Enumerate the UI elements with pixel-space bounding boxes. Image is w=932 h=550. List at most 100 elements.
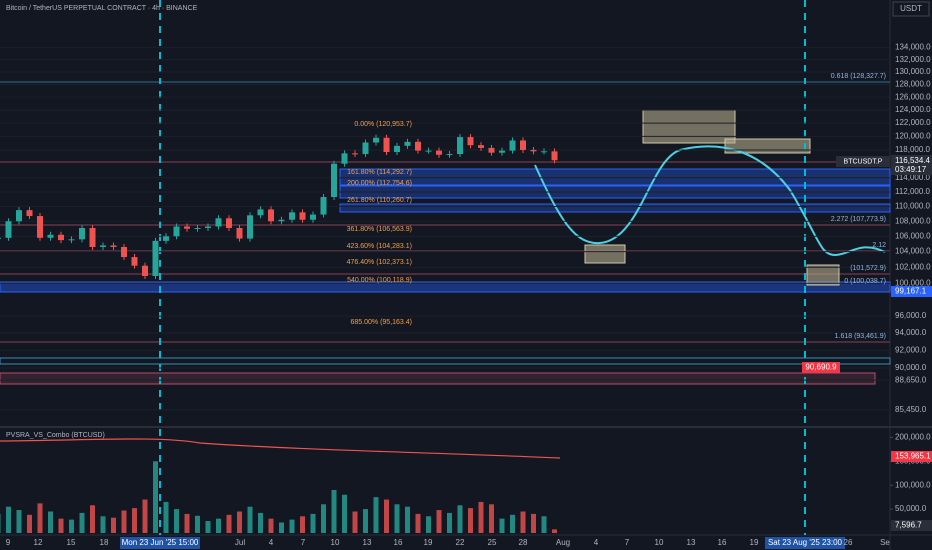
red-level: 90,690.9 [805, 363, 837, 372]
volume-bar [174, 509, 179, 533]
volume-ma [0, 438, 561, 459]
volume-bar [100, 516, 106, 533]
candle [320, 197, 327, 215]
y-tick-label: 94,000.0 [895, 328, 927, 337]
volume-tick-label: 100,000.0 [895, 480, 931, 489]
y-tick-label: 96,000.0 [895, 311, 927, 320]
blue-level: 99,167.1 [895, 287, 927, 296]
demand-zone [0, 281, 891, 293]
x-tick-label: Se [880, 538, 890, 547]
candle [331, 163, 337, 198]
y-tick-label: 130,000.0 [895, 67, 931, 76]
candle [5, 221, 12, 238]
demand-zone [339, 203, 891, 213]
candle [530, 149, 537, 152]
volume-bar [184, 513, 190, 533]
candle [194, 227, 201, 229]
y-tick-label: 106,000.0 [895, 231, 931, 240]
crosshair-time-tag [765, 537, 845, 549]
y-tick-label: 118,000.0 [895, 145, 931, 154]
candle [341, 153, 348, 164]
volume-bar [499, 518, 505, 533]
candle [131, 257, 138, 266]
candle [541, 151, 547, 153]
y-tick-label: 92,000.0 [895, 345, 927, 354]
volume-bar [153, 461, 158, 533]
x-tick-label: 12 [34, 538, 43, 547]
x-tick-label: 7 [625, 538, 630, 547]
x-tick-label: 9 [6, 538, 11, 547]
candle [100, 245, 106, 247]
target-box [642, 109, 736, 144]
volume-bar [142, 499, 148, 533]
fib-label: 0.00% (120,953.7) [354, 121, 412, 128]
candle [509, 140, 516, 151]
y-tick-label: 90,000.0 [895, 363, 927, 372]
fib-label: 476.40% (102,373.1) [347, 259, 412, 266]
zones [0, 0, 891, 535]
y-tick-label: 100,000.0 [895, 278, 931, 287]
volume-bar [37, 503, 43, 533]
volume-tick-label: 50,000.0 [895, 504, 927, 513]
volume-bar [457, 505, 463, 533]
volume-bar [405, 506, 410, 533]
volume-bar [384, 499, 389, 533]
target-box [806, 264, 840, 286]
x-tick-label: 19 [750, 538, 759, 547]
x-tick-label: Mon 23 Jun '25 15:00 [122, 538, 199, 547]
volume-bar [520, 511, 526, 533]
volume-bar [342, 494, 347, 533]
crosshair-time-tag [120, 537, 200, 549]
y-tick-label: 128,000.0 [895, 80, 931, 89]
last-price-tag [891, 155, 932, 175]
symbol-header: Bitcoin / TetherUS PERPETUAL CONTRACT · … [6, 5, 198, 12]
candle [110, 245, 117, 247]
currency-button[interactable] [892, 1, 930, 17]
volume-bar [289, 519, 295, 533]
volume-bar [552, 529, 557, 533]
candle [79, 227, 85, 240]
candle [37, 216, 43, 238]
volume-bar [331, 489, 337, 533]
candle [257, 209, 264, 216]
candle [425, 150, 432, 152]
y-tick-label: 114,000.0 [895, 173, 931, 182]
candle [184, 226, 190, 229]
fib-label: 261.80% (110,260.7) [347, 197, 412, 204]
fib-label: 361.80% (106,563.9) [347, 226, 412, 233]
volume-tick-label: 200,000.0 [895, 432, 931, 441]
candle [163, 236, 169, 241]
candle [467, 137, 474, 146]
volume-bar [436, 510, 442, 533]
candle [478, 145, 484, 148]
volume-bar [247, 506, 253, 533]
blue-level-tag [891, 286, 932, 297]
x-tick-label: 26 [844, 538, 853, 547]
demand-zone [339, 168, 891, 186]
candle [362, 142, 369, 155]
volume-bar [426, 516, 431, 533]
volume-bar [510, 514, 515, 533]
volume-bar [163, 501, 169, 533]
currency-label[interactable]: USDT [900, 4, 922, 13]
candle [236, 227, 243, 239]
volume-bar [121, 510, 127, 533]
fib-ext-label: 2.12 [872, 242, 886, 249]
x-tick-label: 4 [594, 538, 599, 547]
volume-bar [132, 508, 137, 533]
volume-bar [226, 514, 232, 533]
volume-bar [541, 516, 547, 533]
volume-bar [279, 522, 284, 533]
volume-last-tag [891, 520, 932, 531]
volume-bar [79, 512, 85, 533]
y-tick-label: 85,450.0 [895, 405, 927, 414]
volume-bar [6, 506, 11, 533]
y-tick-label: 132,000.0 [895, 55, 931, 64]
target-box [584, 244, 626, 264]
y-tick-label: 102,000.0 [895, 262, 931, 271]
x-tick-label: 22 [456, 538, 465, 547]
y-tick-label: 108,000.0 [895, 216, 931, 225]
